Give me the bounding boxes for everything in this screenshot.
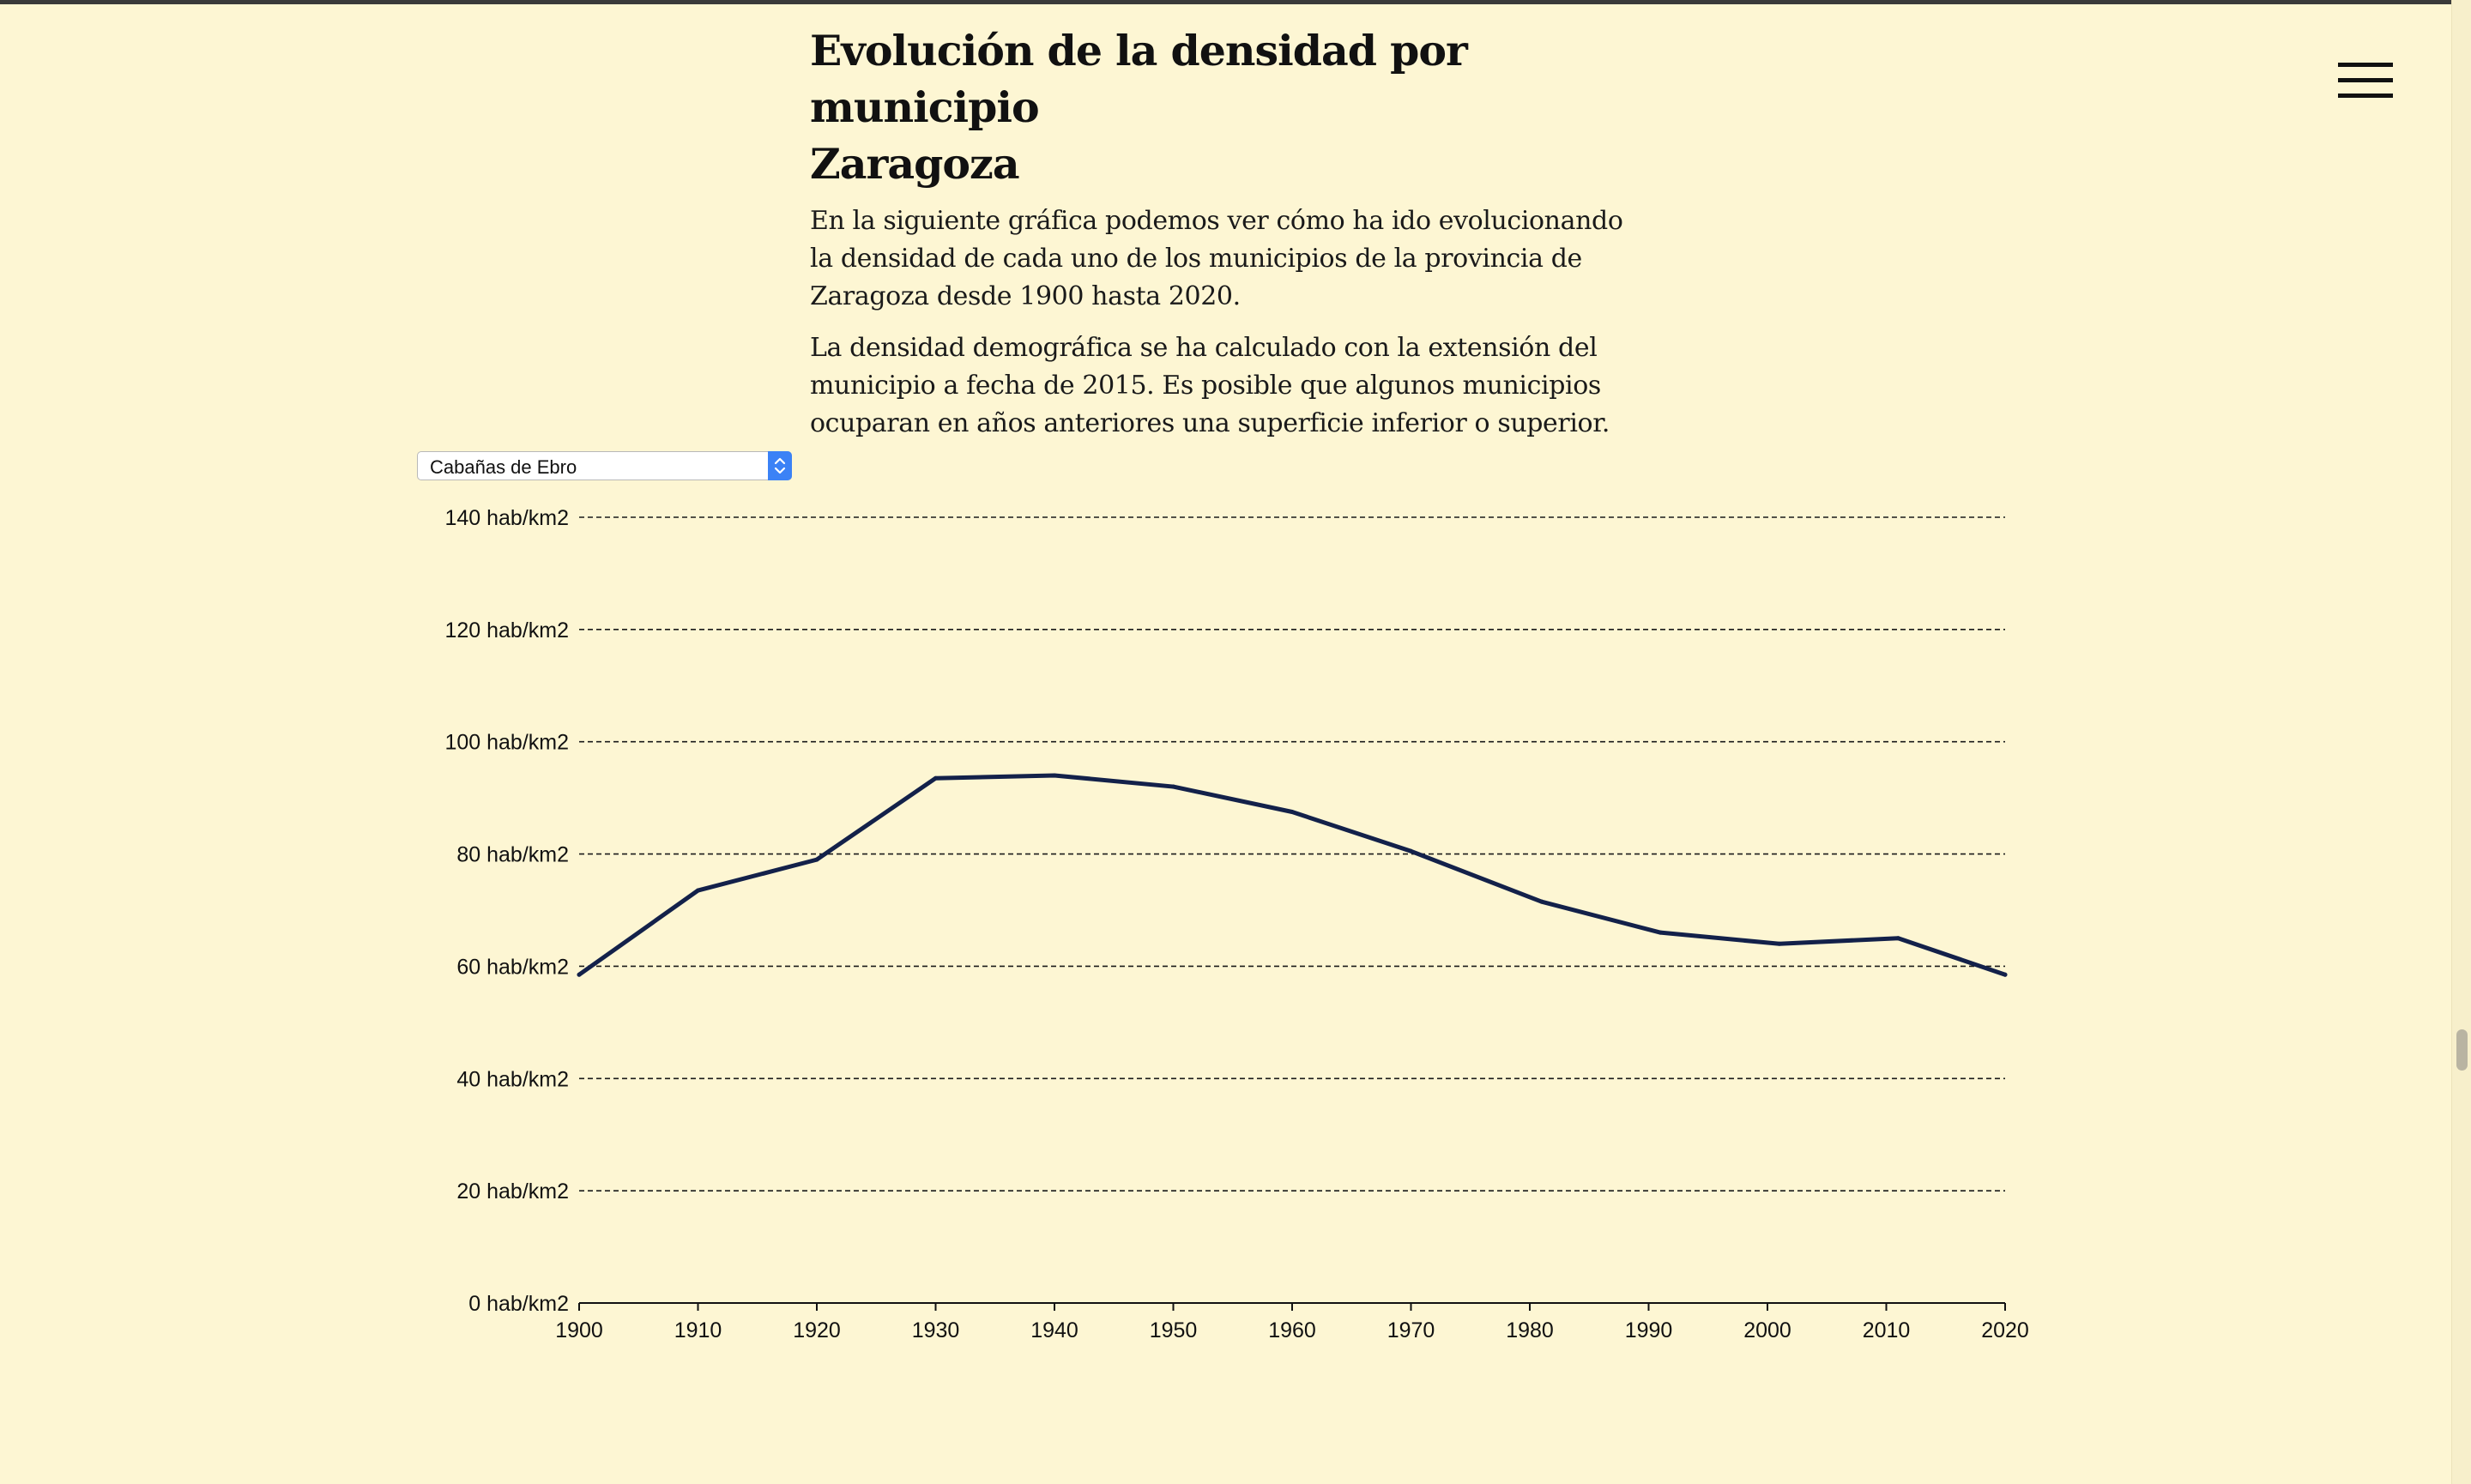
intro-paragraph-2: La densidad demográfica se ha calculado …: [810, 333, 1610, 438]
page-title-line2: Zaragoza: [810, 139, 1020, 189]
series-line: [577, 773, 2008, 977]
data-point: [1290, 810, 1295, 814]
y-tick-label: 60 hab/km2: [456, 955, 569, 979]
municipality-select[interactable]: Cabañas de Ebro: [417, 451, 792, 480]
select-stepper-icon[interactable]: [768, 451, 792, 480]
data-point: [814, 857, 819, 862]
scrollbar[interactable]: [2451, 0, 2471, 1484]
chart-x-axis: 1900 1910 1920 1930 1940 1950 1960 1970 1980 1990…: [555, 1302, 2029, 1342]
x-tick-label: 1910: [674, 1318, 722, 1342]
y-tick-label: 80 hab/km2: [456, 843, 569, 867]
x-tick-label: 2010: [1863, 1318, 1911, 1342]
intro-paragraph-1: En la siguiente gráfica podemos ver cómo…: [810, 206, 1623, 311]
x-tick-label: 1950: [1150, 1318, 1198, 1342]
data-point: [577, 972, 582, 977]
x-tick-label: 1940: [1030, 1318, 1078, 1342]
data-point: [1777, 941, 1782, 946]
hamburger-menu-icon[interactable]: [2338, 60, 2393, 100]
x-tick-label: 1960: [1268, 1318, 1316, 1342]
data-point: [1658, 930, 1663, 935]
x-tick-label: 1970: [1387, 1318, 1435, 1342]
x-tick-label: 1900: [555, 1318, 603, 1342]
chart-gridlines: [579, 516, 2005, 1191]
y-tick-label: 20 hab/km2: [456, 1179, 569, 1203]
x-tick-label: 2000: [1743, 1318, 1791, 1342]
x-tick-label: 1920: [793, 1318, 841, 1342]
x-tick-label: 1930: [912, 1318, 960, 1342]
y-tick-label: 40 hab/km2: [456, 1067, 569, 1091]
menu-bar: [2338, 78, 2393, 82]
y-tick-label: 120 hab/km2: [444, 618, 569, 642]
chart-y-axis: 0 hab/km2 20 hab/km2 40 hab/km2 60 hab/km2 8…: [444, 506, 569, 1316]
data-point: [1409, 848, 1413, 854]
y-tick-label: 0 hab/km2: [468, 1292, 569, 1316]
x-tick-label: 1990: [1625, 1318, 1673, 1342]
x-tick-label: 1980: [1506, 1318, 1554, 1342]
menu-bar: [2338, 63, 2393, 67]
data-point: [1895, 936, 1900, 941]
menu-bar: [2338, 94, 2393, 98]
chart-series: [577, 773, 2008, 977]
data-point: [1171, 784, 1175, 789]
page-title: Evolución de la densidad por municipio Z…: [810, 22, 1634, 192]
municipality-select-value: Cabañas de Ebro: [430, 456, 577, 478]
data-point: [696, 888, 700, 893]
page-title-line1: Evolución de la densidad por municipio: [810, 26, 1468, 132]
window-top-border: [0, 0, 2471, 4]
chevron-updown-icon: [774, 457, 786, 474]
data-point: [933, 775, 938, 781]
y-tick-label: 140 hab/km2: [444, 506, 569, 530]
data-point: [1539, 899, 1544, 904]
data-point: [1052, 773, 1057, 778]
x-tick-label: 2020: [1981, 1318, 2029, 1342]
y-tick-label: 100 hab/km2: [444, 731, 569, 755]
data-point: [2003, 972, 2008, 977]
article-header: Evolución de la densidad por municipio Z…: [810, 22, 1634, 443]
scrollbar-thumb[interactable]: [2456, 1029, 2468, 1071]
